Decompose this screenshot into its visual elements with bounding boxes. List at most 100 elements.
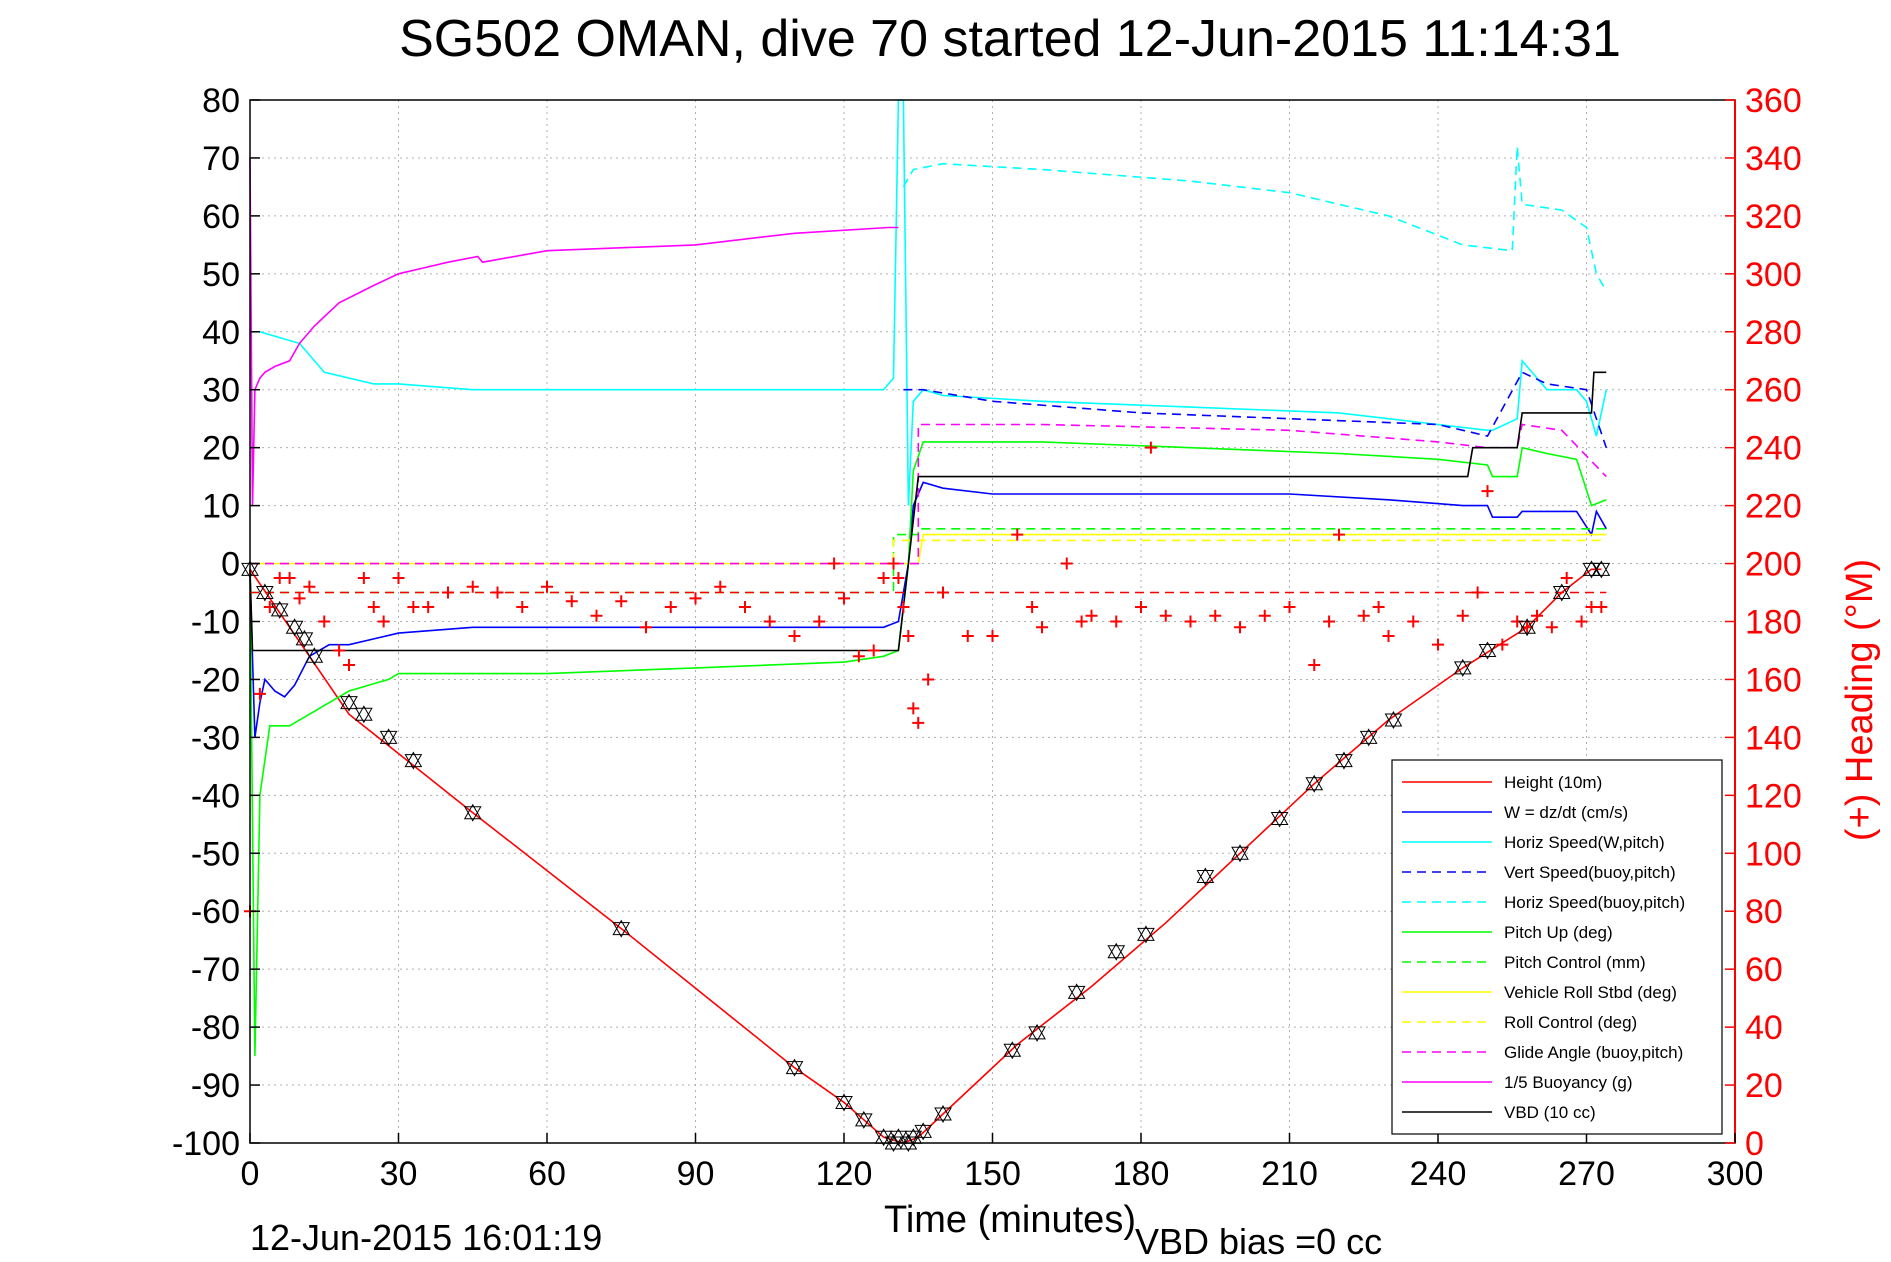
x-ticks: 0 30 60 90 120 150 180 210 240 270 300 [241,1133,1764,1193]
heading-point [664,601,677,614]
heading-point [1144,441,1157,454]
depth-marker [1003,1041,1022,1060]
series-w [249,481,1607,738]
heading-point [565,595,578,608]
y2-tick-label: 40 [1745,1009,1783,1047]
depth-marker [1518,618,1536,637]
y2-tick-label: 140 [1745,719,1802,757]
heading-point [1456,609,1469,622]
y2-tick-label: 60 [1745,951,1783,989]
x-tick-label: 270 [1558,1155,1615,1193]
y2-ticks: 3603403203002802602402202001801601401201… [1725,82,1802,1163]
depth-marker [404,751,423,770]
series-glide [250,423,1607,565]
heading-point [763,615,776,628]
heading-point [1382,629,1395,642]
heading-point [392,572,405,585]
x-tick-label: 30 [380,1155,418,1193]
heading-point [892,572,905,585]
legend-label: Vehicle Roll Stbd (deg) [1504,983,1677,1002]
depth-marker [1453,658,1472,677]
heading-point [333,644,346,657]
y-ticks: 80 70 60 50 40 30 20 10 0 -10 -20 -30 -40 -50 -60 -70 -8… [172,82,260,1163]
depth-marker [1592,560,1611,579]
heading-point [877,572,890,585]
y-tick-label: -10 [191,604,240,642]
legend-label: Horiz Speed(buoy,pitch) [1504,893,1685,912]
y2-tick-label: 240 [1745,430,1802,468]
heading-point [1323,615,1336,628]
legend-label: Pitch Control (mm) [1504,953,1646,972]
x-tick-label: 90 [677,1155,715,1193]
y-tick-label: 20 [202,430,240,468]
y-tick-label: -30 [191,719,240,757]
legend-label: 1/5 Buoyancy (g) [1504,1073,1633,1092]
depth-marker [1384,710,1403,730]
heading-point [961,629,974,642]
y2-tick-label: 0 [1745,1125,1764,1163]
y-tick-label: 60 [202,198,240,236]
heading-point [986,629,999,642]
heading-point [541,580,553,593]
heading-point [466,580,479,593]
legend-label: Height (10m) [1504,773,1602,792]
x-tick-label: 150 [964,1155,1021,1193]
y2-tick-label: 180 [1745,604,1802,642]
series-pitch-ctrl [250,527,1607,594]
heading-point [343,658,355,671]
heading-point [253,687,266,700]
heading-point [303,580,316,593]
legend-label: Vert Speed(buoy,pitch) [1504,863,1676,882]
depth-marker [1067,983,1086,1002]
heading-point [739,601,751,614]
series-vbd [249,371,1607,652]
heading-point [367,601,380,614]
heading-point [1036,621,1048,634]
y-tick-label: -60 [191,893,240,931]
heading-point [1432,638,1444,651]
heading-point [1372,601,1385,614]
y-tick-label: 80 [202,82,240,120]
markers-group [241,560,1611,1153]
y2-tick-label: 200 [1745,546,1802,584]
heading-point [922,673,935,686]
y2-tick-label: 340 [1745,140,1802,178]
heading-point [1026,601,1039,614]
depth-marker [255,583,274,602]
y2-tick-label: 20 [1745,1067,1783,1105]
heading-point [897,601,910,614]
heading-point [377,615,390,628]
heading-point [615,595,628,608]
series-buoy [249,157,899,506]
depth-marker [379,728,398,747]
y2-tick-label: 160 [1745,661,1802,699]
x-tick-label: 300 [1707,1155,1764,1193]
y-tick-label: -40 [191,777,240,815]
series-vert-buoy [903,371,1608,448]
heading-point [689,592,702,605]
heading-point [1234,621,1246,634]
heading-point [1481,485,1494,498]
y2-tick-label: 80 [1745,893,1783,931]
y2-tick-label: 280 [1745,314,1802,352]
depth-marker [270,600,289,619]
heading-point [1209,609,1222,622]
y-tick-label: -50 [191,835,240,873]
series-roll-ctrl [250,539,1607,565]
depth-marker [1582,560,1601,579]
depth-marker [1028,1023,1046,1042]
heading-point [828,557,841,570]
y2-tick-label: 100 [1745,835,1802,873]
heading-point [1184,615,1197,628]
y-tick-label: -20 [191,661,240,699]
heading-point [1531,609,1543,622]
y-tick-label: -70 [191,951,240,989]
heading-point [838,592,850,605]
x-tick-label: 240 [1410,1155,1467,1193]
heading-point [516,601,529,614]
depth-marker [285,618,304,637]
heading-point [422,601,435,614]
depth-marker [854,1110,873,1129]
heading-point [1075,615,1088,628]
